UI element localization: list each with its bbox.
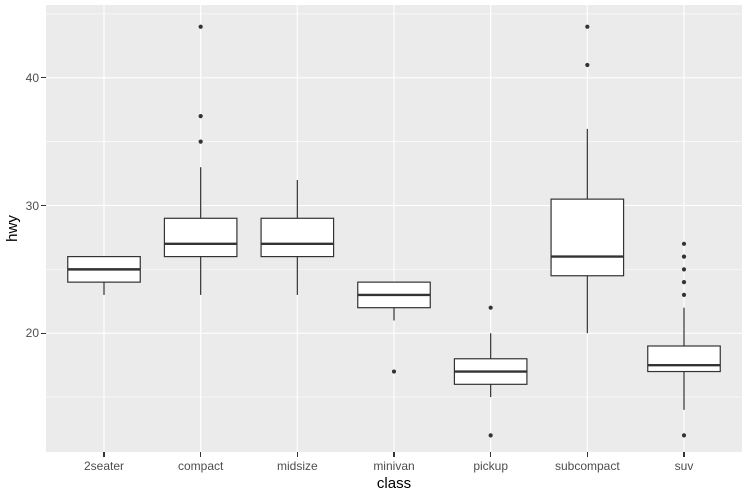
box-subcompact (550, 198, 625, 277)
outlier-point (681, 241, 687, 246)
x-tick-mark (683, 452, 685, 457)
box-midsize (260, 217, 335, 258)
outlier-point (391, 369, 397, 374)
x-tick-label: suv (674, 459, 694, 473)
boxplot-canvas (46, 5, 742, 452)
outlier-point (681, 254, 687, 259)
y-tick-label: 20 (25, 326, 39, 341)
outlier-point (488, 305, 493, 310)
x-tick-label: 2seater (83, 459, 125, 473)
outlier-point (681, 280, 687, 285)
outlier-point (488, 433, 493, 438)
x-axis-title: class (376, 475, 412, 492)
x-tick-mark (393, 452, 395, 457)
y-tick-mark (41, 77, 46, 79)
x-tick-mark (200, 452, 202, 457)
x-tick-label: compact (177, 459, 224, 473)
x-tick-mark (586, 452, 588, 457)
outlier-point (681, 267, 687, 272)
outlier-point (198, 114, 203, 119)
box-compact (163, 217, 238, 258)
x-tick-label: subcompact (554, 459, 620, 473)
y-tick-label: 30 (25, 198, 39, 213)
outlier-point (681, 433, 687, 438)
x-tick-mark (103, 452, 105, 457)
y-tick-mark (41, 204, 46, 207)
y-tick-label: 40 (25, 70, 39, 85)
outlier-point (198, 139, 203, 144)
outlier-point (585, 62, 590, 68)
x-tick-label: midsize (276, 459, 318, 473)
x-tick-mark (490, 452, 492, 457)
outlier-point (198, 24, 203, 29)
x-tick-label: minivan (373, 459, 415, 473)
outlier-point (585, 24, 590, 29)
box-suv (647, 345, 721, 373)
x-tick-mark (296, 452, 298, 457)
y-axis-title-text: hwy (3, 215, 21, 242)
outlier-point (681, 292, 687, 298)
plot-panel (46, 5, 742, 452)
y-tick-mark (41, 332, 46, 334)
x-tick-label: pickup (473, 459, 508, 473)
